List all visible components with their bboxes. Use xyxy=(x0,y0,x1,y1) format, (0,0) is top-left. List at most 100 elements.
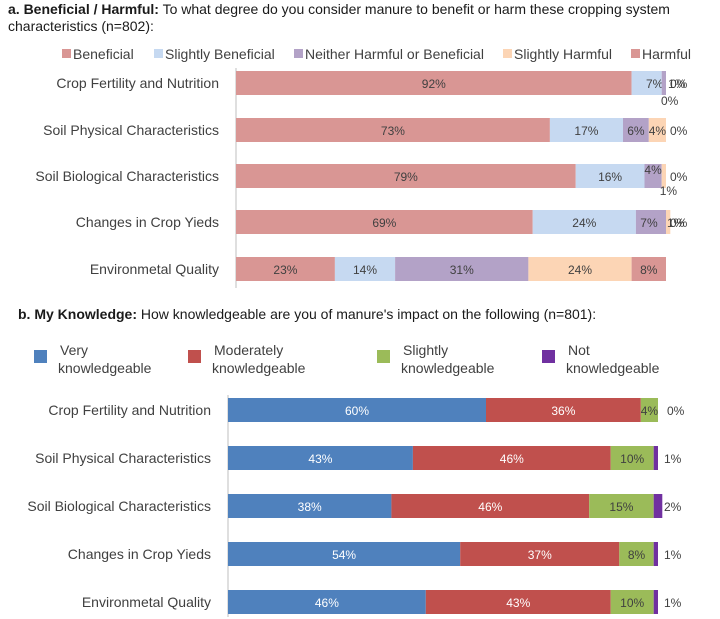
bar-a-slightly-beneficial xyxy=(532,210,636,234)
data-label-a: 0% xyxy=(670,124,688,138)
data-label-b: 1% xyxy=(664,596,682,610)
chart-b-title-text: How knowledgeable are you of manure's im… xyxy=(140,306,597,322)
bar-b-slightly-knowledgeable xyxy=(640,398,658,422)
data-label-b: 38% xyxy=(298,500,322,514)
chart-b-bold-title: b. My Knowledge: xyxy=(18,306,137,322)
data-label-b: 46% xyxy=(478,500,502,514)
bar-b-very-knowledgeable xyxy=(228,494,392,518)
bar-a-slightly-beneficial xyxy=(549,118,623,142)
bar-b-very-knowledgeable xyxy=(228,590,426,614)
data-label-a: 1% xyxy=(667,216,685,230)
data-label-b: 2% xyxy=(664,500,682,514)
bar-a-neither-harmful-or-beneficial xyxy=(395,257,529,281)
bar-a-neither-harmful-or-beneficial xyxy=(644,164,662,188)
data-label-a: 69% xyxy=(372,216,396,230)
data-label-b: 36% xyxy=(551,404,575,418)
bar-b-slightly-knowledgeable xyxy=(610,590,654,614)
data-label-a: 23% xyxy=(273,263,297,277)
data-label-b: 15% xyxy=(609,500,633,514)
bar-a-beneficial xyxy=(236,71,632,95)
category-label-a: Soil Physical Characteristics xyxy=(43,122,219,138)
chart-b-title: b. My Knowledge: How knowledgeable are y… xyxy=(18,306,718,323)
legend-label-a-slightly-harmful: Slightly Harmful xyxy=(514,46,612,62)
bar-b-moderately-knowledgeable xyxy=(425,590,611,614)
legend-swatch-a-slightly-harmful xyxy=(503,49,512,58)
bar-b-not-knowledgeable xyxy=(653,590,658,614)
data-label-b: 60% xyxy=(345,404,369,418)
bar-b-moderately-knowledgeable xyxy=(460,542,620,566)
data-label-b: 54% xyxy=(332,548,356,562)
category-label-a: Changes in Crop Yieds xyxy=(76,214,219,230)
chart-a-title: a. Beneficial / Harmful: To what degree … xyxy=(8,1,708,35)
legend-swatch-b-slightly-knowledgeable xyxy=(377,350,390,363)
data-label-a: 16% xyxy=(598,170,622,184)
data-label-b: 1% xyxy=(664,548,682,562)
data-label-a: 79% xyxy=(394,170,418,184)
legend-swatch-b-very-knowledgeable xyxy=(34,350,47,363)
data-label-a: 7% xyxy=(640,216,658,230)
bar-b-very-knowledgeable xyxy=(228,542,461,566)
data-label-b: 46% xyxy=(315,596,339,610)
data-label-a: 1% xyxy=(660,184,678,198)
bar-b-very-knowledgeable xyxy=(228,446,413,470)
legend-label-b-moderately-knowledgeable: Moderately knowledgeable xyxy=(212,342,306,376)
bar-b-moderately-knowledgeable xyxy=(391,494,590,518)
bar-a-slightly-beneficial xyxy=(631,71,662,95)
bar-b-very-knowledgeable xyxy=(228,398,486,422)
data-label-a: 0% xyxy=(670,216,688,230)
category-label-b: Changes in Crop Yieds xyxy=(68,546,211,562)
bar-b-not-knowledgeable xyxy=(653,542,658,566)
data-label-a: 0% xyxy=(670,77,688,91)
bar-a-slightly-harmful xyxy=(528,257,632,281)
data-label-a: 0% xyxy=(661,94,679,108)
category-label-b: Crop Fertility and Nutrition xyxy=(48,402,211,418)
data-label-b: 10% xyxy=(620,452,644,466)
bar-a-beneficial xyxy=(236,118,550,142)
bar-a-beneficial xyxy=(236,210,533,234)
chart-a-title-text: To what degree do you consider manure to… xyxy=(8,1,670,34)
legend-swatch-b-moderately-knowledgeable xyxy=(188,350,201,363)
bar-a-slightly-harmful xyxy=(648,118,666,142)
bar-a-slightly-beneficial xyxy=(575,164,645,188)
data-label-a: 24% xyxy=(572,216,596,230)
category-label-a: Soil Biological Characteristics xyxy=(35,168,219,184)
bar-b-moderately-knowledgeable xyxy=(412,446,611,470)
data-label-b: 1% xyxy=(664,452,682,466)
bar-b-not-knowledgeable xyxy=(653,494,663,518)
legend-label-a-neither-harmful-or-beneficial: Neither Harmful or Beneficial xyxy=(305,46,484,62)
data-label-b: 37% xyxy=(528,548,552,562)
bar-a-neither-harmful-or-beneficial xyxy=(635,210,666,234)
data-label-b: 10% xyxy=(620,596,644,610)
category-label-b: Environmetal Quality xyxy=(82,594,211,610)
chart-a-svg: Beneficial Slightly Beneficial Neither Har… xyxy=(35,46,691,288)
data-label-b: 43% xyxy=(308,452,332,466)
legend-label-a-beneficial: Beneficial xyxy=(73,46,134,62)
legend-swatch-a-beneficial xyxy=(62,49,71,58)
bar-b-slightly-knowledgeable xyxy=(589,494,654,518)
category-label-a: Crop Fertility and Nutrition xyxy=(56,75,219,91)
legend-swatch-a-neither-harmful-or-beneficial xyxy=(294,49,303,58)
legend-label-b-very-knowledgeable: Very knowledgeable xyxy=(58,342,152,376)
data-label-a: 4% xyxy=(644,163,662,177)
bar-a-slightly-harmful xyxy=(661,164,666,188)
data-label-a: 0% xyxy=(670,170,688,184)
legend-label-a-slightly-beneficial: Slightly Beneficial xyxy=(165,46,275,62)
data-label-a: 8% xyxy=(640,263,658,277)
chart-a-bold-title: a. Beneficial / Harmful: xyxy=(8,1,159,17)
legend-swatch-a-harmful xyxy=(631,49,640,58)
bar-a-neither-harmful-or-beneficial xyxy=(623,118,649,142)
category-label-b: Soil Biological Characteristics xyxy=(27,498,211,514)
data-label-a: 6% xyxy=(627,124,645,138)
bar-a-slightly-harmful xyxy=(666,210,671,234)
bar-a-neither-harmful-or-beneficial xyxy=(661,71,666,95)
data-label-a: 92% xyxy=(422,77,446,91)
bar-a-slightly-beneficial xyxy=(334,257,396,281)
legend-label-a-harmful: Harmful xyxy=(642,46,691,62)
data-label-a: 17% xyxy=(574,124,598,138)
data-label-a: 7% xyxy=(646,77,664,91)
data-label-b: 0% xyxy=(667,404,685,418)
category-label-a: Environmetal Quality xyxy=(90,261,219,277)
data-label-a: 31% xyxy=(450,263,474,277)
data-label-a: 24% xyxy=(568,263,592,277)
